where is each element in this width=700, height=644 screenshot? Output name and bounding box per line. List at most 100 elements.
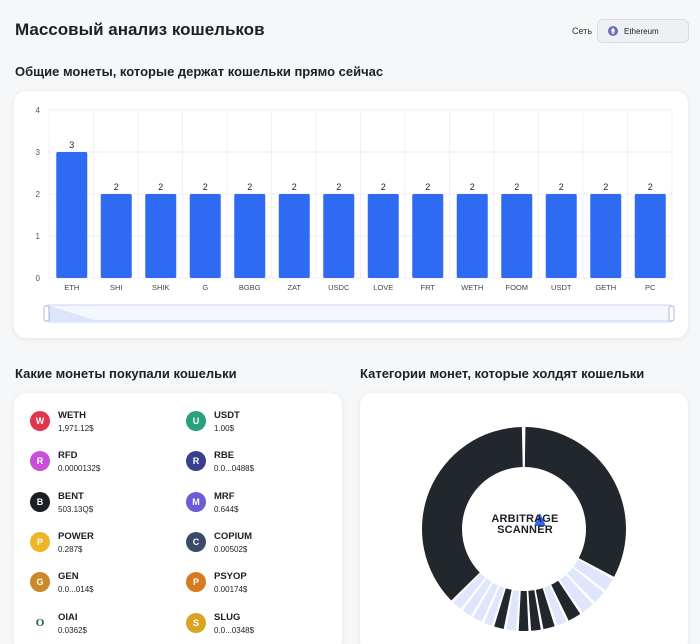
bar-bgbg[interactable] <box>234 194 266 278</box>
donut-segment[interactable] <box>524 427 626 577</box>
bar-value-label: 2 <box>381 182 386 192</box>
categories-donut-card: ARBITRAGE SCANNER <box>360 393 688 644</box>
coin-item-psyop[interactable]: P PSYOP 0.00174$ <box>186 571 336 596</box>
donut-segment[interactable] <box>535 588 555 630</box>
bar-foom[interactable] <box>501 194 533 278</box>
donut-segment[interactable] <box>462 578 492 616</box>
bar-usdc[interactable] <box>323 194 355 278</box>
network-select[interactable]: Ethereum <box>597 19 689 43</box>
bar-shik[interactable] <box>145 194 177 278</box>
donut-segment[interactable] <box>473 582 499 622</box>
bar-value-label: 3 <box>69 140 74 150</box>
coin-price: 1,971.12$ <box>58 424 94 433</box>
coin-name: BENT <box>58 490 84 502</box>
bar-love[interactable] <box>367 194 399 278</box>
coin-name: SLUG <box>214 611 241 623</box>
x-tick-label: USDC <box>328 283 350 292</box>
x-tick-label: FRT <box>421 283 436 292</box>
coin-item-oiai[interactable]: O OIAI 0.0362$ <box>30 612 180 637</box>
donut-segment[interactable] <box>567 567 604 603</box>
bar-value-label: 2 <box>470 182 475 192</box>
donut-segment[interactable] <box>422 427 523 601</box>
bent-icon: B <box>30 491 50 512</box>
common-coins-title: Общие монеты, которые держат кошельки пр… <box>15 64 384 79</box>
coin-item-mrf[interactable]: M MRF 0.644$ <box>186 491 336 516</box>
bar-usdt[interactable] <box>545 194 577 278</box>
coin-price: 1.00$ <box>214 424 235 433</box>
x-tick-label: FOOM <box>506 283 529 292</box>
coin-item-gen[interactable]: G GEN 0.0...014$ <box>30 571 180 596</box>
coin-item-weth[interactable]: W WETH 1,971.12$ <box>30 410 180 435</box>
bar-weth[interactable] <box>456 194 488 278</box>
donut-segment[interactable] <box>494 588 512 629</box>
donut-segment[interactable] <box>518 590 529 631</box>
coin-item-rfd[interactable]: R RFD 0.0000132$ <box>30 450 180 475</box>
y-tick-label: 0 <box>36 274 41 283</box>
coin-price: 0.0...0348$ <box>214 625 255 635</box>
coin-price: 0.00174$ <box>214 585 248 595</box>
y-tick-label: 2 <box>36 190 41 199</box>
bar-frt[interactable] <box>412 194 444 278</box>
gen-icon: G <box>30 572 50 593</box>
rfd-icon: R <box>30 451 50 472</box>
arbitrage-scanner-logo: ARBITRAGE SCANNER <box>491 513 559 536</box>
coin-item-rbe[interactable]: R RBE 0.0...0488$ <box>186 450 336 475</box>
donut-segment[interactable] <box>551 580 581 621</box>
zoom-slider-handle-left[interactable] <box>43 305 50 322</box>
weth-icon: W <box>30 411 50 431</box>
x-tick-label: LOVE <box>373 283 393 292</box>
zoom-slider-handle-right[interactable] <box>668 305 675 322</box>
coin-price: 0.00502$ <box>214 544 248 554</box>
bought-coins-card: W WETH 1,971.12$ U USDT 1.00$ R RFD 0.0000132$ R R… <box>14 393 342 644</box>
coin-item-usdt[interactable]: U USDT 1.00$ <box>186 410 336 435</box>
donut-segment[interactable] <box>573 559 613 591</box>
zoom-slider-preview <box>47 305 672 322</box>
coin-item-power[interactable]: P POWER 0.287$ <box>30 531 180 556</box>
zoom-slider-track[interactable] <box>46 304 673 323</box>
bar-pc[interactable] <box>634 194 666 278</box>
logo-accent-icon <box>534 513 546 526</box>
coin-price: 0.0...0488$ <box>214 464 255 474</box>
x-tick-label: GETH <box>595 283 616 292</box>
bar-zat[interactable] <box>278 194 310 278</box>
y-tick-label: 1 <box>36 232 41 241</box>
donut-segment[interactable] <box>453 573 486 609</box>
bar-value-label: 2 <box>114 182 119 192</box>
bar-eth[interactable] <box>56 152 88 278</box>
coin-price: 0.0362$ <box>58 625 87 635</box>
donut-segment[interactable] <box>528 590 541 631</box>
network-value: Ethereum <box>624 26 659 36</box>
bar-value-label: 2 <box>292 182 297 192</box>
x-tick-label: ETH <box>64 283 79 292</box>
bar-value-label: 2 <box>158 182 163 192</box>
bar-g[interactable] <box>189 194 221 278</box>
x-tick-label: PC <box>645 283 656 292</box>
ethereum-icon <box>608 26 618 36</box>
coin-price: 503.13Q$ <box>58 504 94 514</box>
network-label: Сеть <box>572 26 593 36</box>
donut-segment[interactable] <box>559 574 593 613</box>
coin-name: RBE <box>214 450 235 462</box>
x-tick-label: G <box>202 283 208 292</box>
x-tick-label: USDT <box>551 283 572 292</box>
coin-item-bent[interactable]: B BENT 503.13Q$ <box>30 491 180 516</box>
bar-value-label: 2 <box>425 182 430 192</box>
coin-name: POWER <box>58 530 94 542</box>
coin-item-slug[interactable]: S SLUG 0.0...0348$ <box>186 612 336 637</box>
y-tick-label: 3 <box>36 148 41 157</box>
donut-segment[interactable] <box>484 586 505 626</box>
bar-shi[interactable] <box>100 194 132 278</box>
coin-name: OIAI <box>58 611 78 623</box>
bar-value-label: 2 <box>247 182 252 192</box>
mrf-icon: M <box>186 491 206 512</box>
bar-value-label: 2 <box>603 182 608 192</box>
x-tick-label: ZAT <box>287 283 301 292</box>
page-title: Массовый анализ кошельков <box>15 20 265 39</box>
donut-segment[interactable] <box>506 590 520 631</box>
oiai-icon: O <box>30 612 50 633</box>
common-coins-chart: 0 1 2 3 4 3 ETH 2 SHI 2 SHIK 2 G 2 BGBG 2 ZAT 2 USDC 2 LOVE 2… <box>36 106 675 323</box>
x-tick-label: SHI <box>110 283 123 292</box>
donut-segment[interactable] <box>544 585 567 626</box>
bar-geth[interactable] <box>590 194 622 278</box>
coin-item-copium[interactable]: C COPIUM 0.00502$ <box>186 531 336 556</box>
